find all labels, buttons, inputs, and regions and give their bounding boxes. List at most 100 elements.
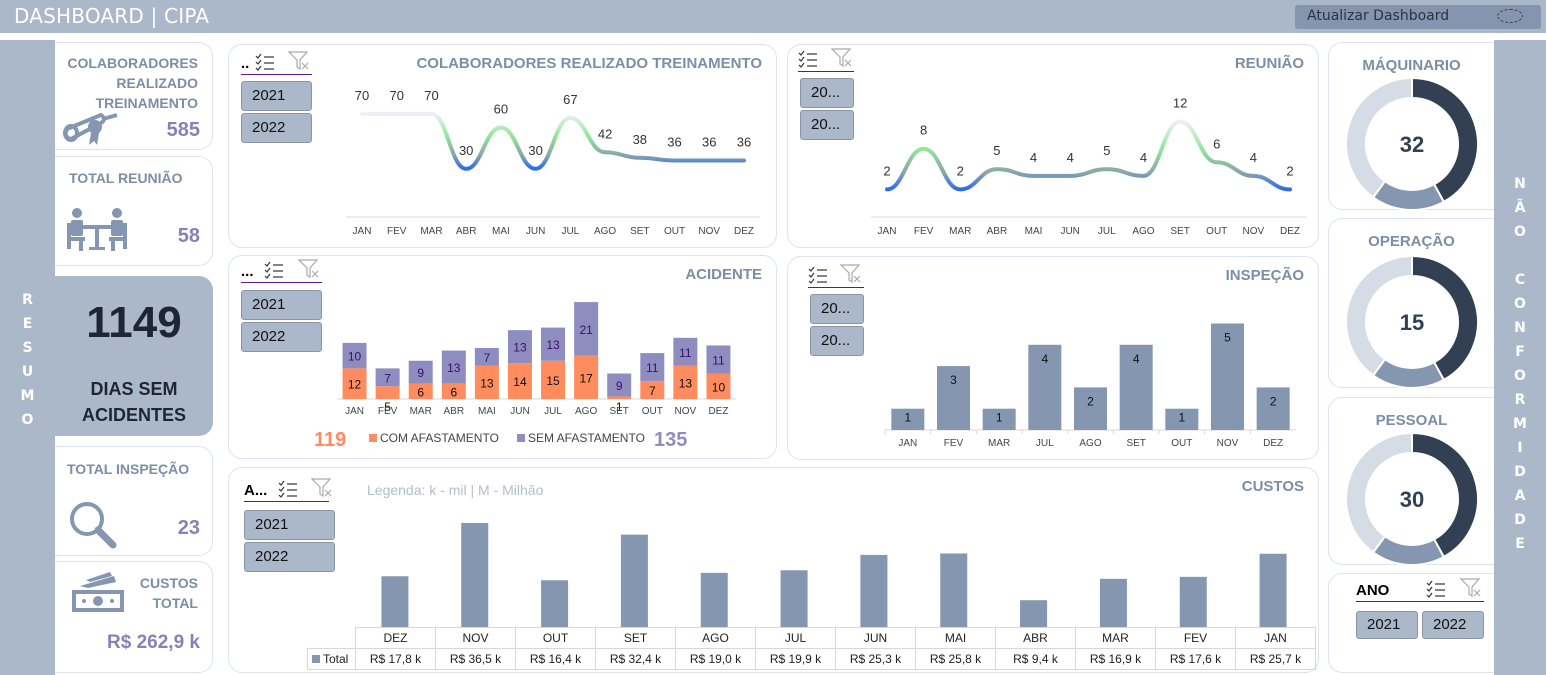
accidents-slicer-title: ... bbox=[241, 263, 254, 280]
series-name: Total bbox=[323, 652, 349, 666]
legend-sem-afastamento: SEM AFASTAMENTO bbox=[517, 431, 645, 445]
x-tick-label: NOV bbox=[698, 226, 720, 237]
year-slicer-title: ANO bbox=[1356, 582, 1390, 599]
data-label: 8 bbox=[920, 123, 927, 138]
costs-data-table: DEZ NOV OUT SET AGO JUL JUN MAI ABR MAR FEV JAN Tot… bbox=[307, 627, 1316, 670]
costs-slicer-item[interactable]: 2021 bbox=[244, 510, 335, 540]
clear-filter-icon[interactable] bbox=[288, 51, 310, 71]
data-label: 12 bbox=[1173, 96, 1187, 111]
multi-select-icon[interactable] bbox=[808, 266, 828, 284]
data-label: 7 bbox=[384, 371, 391, 385]
vertical-letter: S bbox=[22, 340, 33, 356]
x-tick-label: MAR bbox=[420, 226, 442, 237]
meetings-slicer-item[interactable]: 20... bbox=[800, 110, 854, 140]
vertical-letter: O bbox=[1514, 296, 1526, 312]
clear-filter-icon[interactable] bbox=[831, 48, 853, 68]
sem-afastamento-bar bbox=[640, 353, 665, 382]
kpi-card-costs: CUSTOS TOTAL R$ 262,9 k bbox=[55, 561, 213, 673]
x-tick-label: JUN bbox=[510, 406, 529, 417]
clear-filter-icon[interactable] bbox=[1460, 578, 1482, 598]
data-label: 13 bbox=[480, 376, 494, 390]
year-slicer-item[interactable]: 2021 bbox=[1356, 611, 1418, 639]
accidents-slicer-header: ... bbox=[241, 259, 322, 283]
com-afastamento-bar bbox=[375, 386, 400, 399]
donut-center-value: 32 bbox=[1400, 132, 1424, 157]
pessoal-title: PESSOAL bbox=[1375, 412, 1448, 429]
panel-costs: CUSTOS Legenda: k - mil | M - Milhão A..… bbox=[228, 467, 1319, 673]
clear-filter-icon[interactable] bbox=[840, 264, 862, 284]
pessoal-donut: 30 bbox=[1345, 432, 1479, 566]
kpi-card-meetings: TOTAL REUNIÃO 58 bbox=[55, 156, 213, 266]
clear-filter-icon[interactable] bbox=[311, 478, 333, 498]
data-label: 3 bbox=[950, 373, 957, 387]
costs-slicer-item[interactable]: 2022 bbox=[244, 542, 335, 572]
magnifier-icon bbox=[70, 502, 117, 549]
cost-bar bbox=[541, 580, 569, 627]
kpi-inspections-value: 23 bbox=[177, 517, 200, 539]
cost-bar bbox=[940, 553, 968, 627]
kpi-inspections-title: TOTAL INSPEÇÃO bbox=[67, 461, 190, 477]
refresh-icon bbox=[1497, 9, 1523, 23]
kpi-training-title-line: REALIZADO bbox=[116, 75, 198, 91]
multi-select-icon[interactable] bbox=[255, 53, 275, 71]
x-tick-label: JUL bbox=[1036, 438, 1054, 449]
vertical-letter: O bbox=[1514, 224, 1526, 240]
sem-afastamento-bar bbox=[574, 302, 599, 356]
kpi-card-inspections: TOTAL INSPEÇÃO 23 bbox=[55, 446, 213, 556]
x-tick-label: SET bbox=[1170, 226, 1189, 237]
data-label: 6 bbox=[417, 385, 424, 399]
costs-chart-title: CUSTOS bbox=[1241, 478, 1304, 495]
data-label: 5 bbox=[384, 400, 391, 414]
training-slicer-item[interactable]: 2022 bbox=[241, 113, 312, 143]
vertical-letter: F bbox=[1515, 344, 1525, 360]
refresh-dashboard-button[interactable]: Atualizar Dashboard bbox=[1295, 5, 1541, 29]
panel-operacao: OPERAÇÃO 15 bbox=[1328, 218, 1494, 389]
multi-select-icon[interactable] bbox=[1426, 580, 1446, 598]
costs-month-row: DEZ NOV OUT SET AGO JUL JUN MAI ABR MAR FEV JAN bbox=[307, 627, 1316, 649]
sem-afastamento-total: 135 bbox=[654, 429, 688, 451]
year-slicer-item[interactable]: 2022 bbox=[1422, 611, 1484, 639]
vertical-letter: Ã bbox=[1514, 200, 1526, 216]
costs-month-cell: AGO bbox=[675, 627, 756, 649]
data-label: 36 bbox=[702, 135, 716, 150]
com-afastamento-bar bbox=[507, 363, 532, 399]
cost-bar bbox=[700, 572, 728, 627]
panel-accidents: ACIDENTE ... 2021 2022 12 10 JAN 5 7 FEV 6 9 MAR… bbox=[228, 255, 777, 459]
costs-month-cell: OUT bbox=[515, 627, 596, 649]
sem-afastamento-bar bbox=[607, 373, 632, 397]
inspections-slicer-header bbox=[808, 264, 864, 288]
accidents-chart-title: ACIDENTE bbox=[685, 266, 762, 283]
com-afastamento-total: 119 bbox=[314, 429, 347, 451]
days-without-accidents-label: DIAS SEM ACIDENTES bbox=[55, 376, 213, 428]
inspections-slicer-item[interactable]: 20... bbox=[810, 326, 864, 356]
costs-slicer-title: A... bbox=[244, 482, 268, 499]
costs-value-cell: R$ 19,0 k bbox=[675, 648, 756, 670]
data-label: 13 bbox=[447, 361, 461, 375]
data-label: 6 bbox=[450, 385, 457, 399]
multi-select-icon[interactable] bbox=[264, 261, 284, 279]
accidents-slicer-item[interactable]: 2022 bbox=[241, 322, 322, 352]
x-tick-label: JAN bbox=[353, 226, 372, 237]
multi-select-icon[interactable] bbox=[278, 480, 298, 498]
inspections-slicer-item[interactable]: 20... bbox=[810, 294, 864, 324]
days-label-line: ACIDENTES bbox=[81, 405, 186, 425]
costs-month-cell: NOV bbox=[435, 627, 516, 649]
maquinario-title: MÁQUINARIO bbox=[1362, 57, 1461, 74]
training-slicer-item[interactable]: 2021 bbox=[241, 81, 312, 111]
multi-select-icon[interactable] bbox=[798, 50, 818, 68]
kpi-costs-title-line: CUSTOS bbox=[139, 575, 198, 591]
meetings-slicer-item[interactable]: 20... bbox=[800, 78, 854, 108]
com-afastamento-bar bbox=[640, 381, 665, 399]
accidents-slicer-item[interactable]: 2021 bbox=[241, 290, 322, 320]
vertical-letter: O bbox=[21, 412, 34, 428]
clear-filter-icon[interactable] bbox=[298, 259, 320, 279]
vertical-letter: O bbox=[1514, 368, 1526, 384]
legend-label: COM AFASTAMENTO bbox=[380, 431, 499, 445]
data-label: 70 bbox=[424, 88, 438, 103]
data-label: 5 bbox=[993, 143, 1000, 158]
data-label: 4 bbox=[1140, 150, 1147, 165]
money-icon bbox=[72, 572, 124, 612]
com-afastamento-bar bbox=[607, 396, 632, 399]
